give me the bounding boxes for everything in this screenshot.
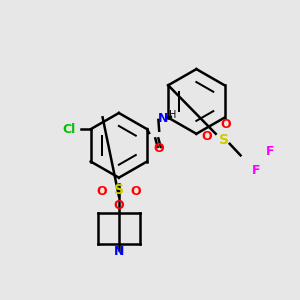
Text: F: F: [266, 145, 274, 158]
Text: Cl: Cl: [62, 123, 75, 136]
Text: S: S: [218, 133, 229, 147]
Text: O: O: [154, 142, 164, 155]
Text: S: S: [114, 183, 124, 197]
Text: O: O: [130, 185, 141, 198]
Text: O: O: [97, 185, 107, 198]
Text: O: O: [220, 118, 231, 131]
Text: H: H: [169, 110, 177, 119]
Text: F: F: [252, 164, 260, 177]
Text: O: O: [201, 130, 212, 142]
Text: N: N: [114, 245, 124, 258]
Text: O: O: [114, 199, 124, 212]
Text: N: N: [158, 112, 168, 125]
